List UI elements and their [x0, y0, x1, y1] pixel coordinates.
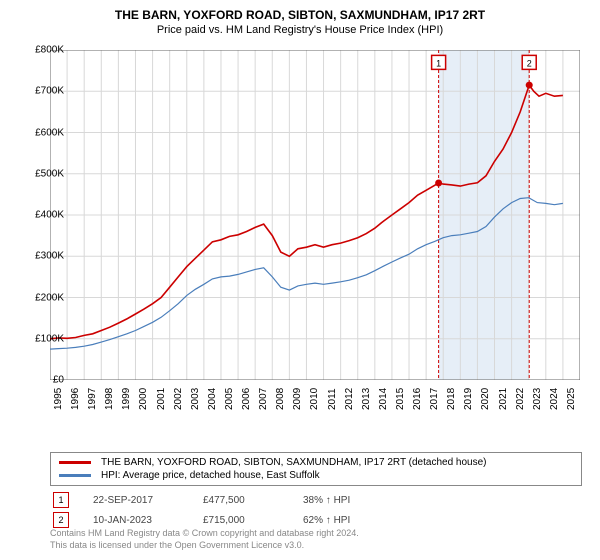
x-tick-label: 2006	[241, 388, 252, 410]
marker-badge: 1	[53, 492, 69, 508]
x-tick-label: 2021	[498, 388, 509, 410]
marker-price: £477,500	[203, 495, 303, 506]
x-tick-label: 1999	[121, 388, 132, 410]
x-tick-label: 2024	[549, 388, 560, 410]
x-tick-label: 2007	[258, 388, 269, 410]
chart-svg: 12	[50, 50, 580, 380]
marker-pct: 38% ↑ HPI	[303, 495, 350, 506]
svg-text:2: 2	[527, 58, 532, 68]
svg-text:1: 1	[436, 58, 441, 68]
x-tick-label: 2015	[395, 388, 406, 410]
legend: THE BARN, YOXFORD ROAD, SIBTON, SAXMUNDH…	[50, 452, 582, 486]
x-tick-label: 2013	[361, 388, 372, 410]
chart-plot-area: 12	[50, 50, 580, 380]
x-tick-label: 2002	[173, 388, 184, 410]
y-tick-label: £300K	[35, 251, 64, 262]
legend-label: HPI: Average price, detached house, East…	[101, 470, 320, 481]
legend-item: HPI: Average price, detached house, East…	[51, 469, 581, 482]
x-tick-label: 2020	[480, 388, 491, 410]
marker-price: £715,000	[203, 515, 303, 526]
x-tick-label: 2016	[412, 388, 423, 410]
x-tick-label: 2001	[156, 388, 167, 410]
y-tick-label: £0	[53, 375, 64, 386]
x-tick-label: 2004	[207, 388, 218, 410]
y-tick-label: £100K	[35, 333, 64, 344]
chart-container: THE BARN, YOXFORD ROAD, SIBTON, SAXMUNDH…	[0, 0, 600, 560]
marker-badge: 2	[53, 512, 69, 528]
marker-date: 10-JAN-2023	[93, 515, 203, 526]
x-tick-label: 2000	[138, 388, 149, 410]
x-tick-label: 1996	[70, 388, 81, 410]
y-tick-label: £600K	[35, 127, 64, 138]
marker-table: 1 22-SEP-2017 £477,500 38% ↑ HPI 2 10-JA…	[50, 490, 580, 530]
legend-swatch	[59, 474, 91, 477]
legend-label: THE BARN, YOXFORD ROAD, SIBTON, SAXMUNDH…	[101, 457, 487, 468]
footer-line: Contains HM Land Registry data © Crown c…	[50, 528, 580, 540]
x-tick-label: 2023	[532, 388, 543, 410]
x-tick-label: 2011	[327, 388, 338, 410]
footer-line: This data is licensed under the Open Gov…	[50, 540, 580, 552]
chart-subtitle: Price paid vs. HM Land Registry's House …	[0, 22, 600, 36]
marker-row: 2 10-JAN-2023 £715,000 62% ↑ HPI	[50, 510, 580, 530]
legend-item: THE BARN, YOXFORD ROAD, SIBTON, SAXMUNDH…	[51, 456, 581, 469]
y-tick-label: £200K	[35, 292, 64, 303]
x-tick-label: 1998	[104, 388, 115, 410]
x-tick-label: 2003	[190, 388, 201, 410]
x-tick-label: 2014	[378, 388, 389, 410]
legend-swatch	[59, 461, 91, 464]
marker-date: 22-SEP-2017	[93, 495, 203, 506]
x-tick-label: 2005	[224, 388, 235, 410]
footer: Contains HM Land Registry data © Crown c…	[50, 528, 580, 551]
y-tick-label: £500K	[35, 168, 64, 179]
x-tick-label: 2019	[463, 388, 474, 410]
x-tick-label: 1995	[53, 388, 64, 410]
x-tick-label: 1997	[87, 388, 98, 410]
x-tick-label: 2010	[309, 388, 320, 410]
x-tick-label: 2012	[344, 388, 355, 410]
y-tick-label: £400K	[35, 210, 64, 221]
marker-pct: 62% ↑ HPI	[303, 515, 350, 526]
x-tick-label: 2008	[275, 388, 286, 410]
chart-title: THE BARN, YOXFORD ROAD, SIBTON, SAXMUNDH…	[0, 0, 600, 22]
y-tick-label: £700K	[35, 86, 64, 97]
y-tick-label: £800K	[35, 45, 64, 56]
marker-row: 1 22-SEP-2017 £477,500 38% ↑ HPI	[50, 490, 580, 510]
x-tick-label: 2017	[429, 388, 440, 410]
x-tick-label: 2009	[292, 388, 303, 410]
x-tick-label: 2018	[446, 388, 457, 410]
x-tick-label: 2025	[566, 388, 577, 410]
x-tick-label: 2022	[515, 388, 526, 410]
